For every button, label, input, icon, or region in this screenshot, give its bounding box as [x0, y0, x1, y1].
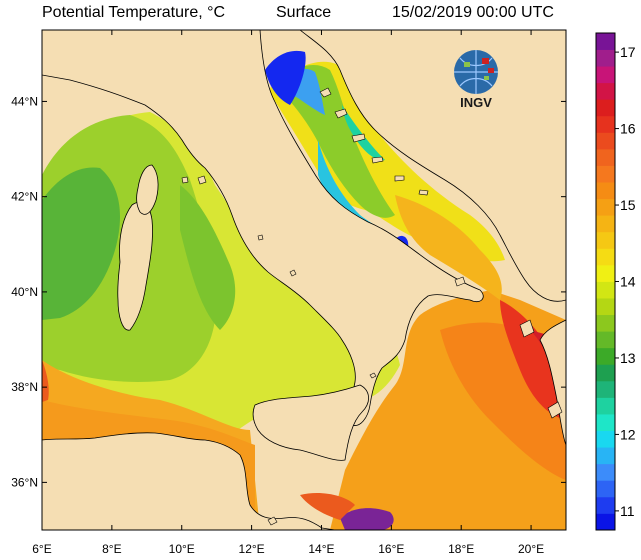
colorbar-label: 17: [620, 44, 636, 60]
map-plot-area: [42, 30, 566, 530]
colorbar-label: 11: [620, 503, 635, 519]
sardinia-island: [117, 201, 153, 331]
colorbar-swatch: [596, 165, 615, 183]
colorbar-swatch: [596, 115, 615, 133]
colorbar-swatch: [596, 496, 615, 514]
colorbar-swatch: [596, 132, 615, 150]
y-tick-label: 38°N: [11, 380, 38, 394]
colorbar-swatch: [596, 82, 615, 100]
colorbar-swatch: [596, 380, 615, 398]
y-tick-label: 44°N: [11, 94, 38, 108]
colorbar-label: 15: [620, 197, 636, 213]
colorbar-swatch: [596, 148, 615, 166]
y-tick-label: 40°N: [11, 285, 38, 299]
x-tick-label: 12°E: [239, 542, 265, 556]
colorbar-swatch: [596, 397, 615, 415]
colorbar-frame: [595, 32, 616, 531]
colorbar-label: 13: [620, 350, 636, 366]
colorbar-swatch: [596, 264, 615, 282]
map-frame: [41, 29, 567, 531]
colorbar: 11 12 13 14 15 16 17: [596, 33, 636, 531]
colorbar-swatch: [596, 447, 615, 465]
colorbar-swatch: [596, 480, 615, 498]
land-masses: [42, 30, 566, 530]
colorbar-swatch: [596, 33, 615, 50]
colorbar-swatch: [596, 414, 615, 431]
x-tick-label: 18°E: [448, 542, 474, 556]
colorbar-swatch: [596, 347, 615, 365]
x-tick-label: 6°E: [32, 542, 51, 556]
balkan-coast: [299, 30, 566, 302]
variable-title: Potential Temperature, °C: [42, 4, 226, 21]
axis-ticks: 6°E 8°E 10°E 12°E 14°E 16°E 18°E 20°E 36°N 38°N 40…: [11, 30, 566, 556]
italy-peninsula: [42, 30, 484, 426]
corsica-island: [136, 164, 159, 215]
colorbar-swatch: [596, 430, 615, 448]
colorbar-swatch: [596, 231, 615, 249]
x-tick-label: 16°E: [378, 542, 404, 556]
x-tick-label: 10°E: [169, 542, 195, 556]
sicily-island: [252, 384, 369, 461]
colorbar-swatch: [596, 182, 615, 200]
colorbar-label: 12: [620, 426, 636, 442]
colorbar-swatch: [596, 66, 615, 84]
ingv-logo: INGV: [454, 50, 498, 110]
colorbar-swatch: [596, 49, 615, 67]
colorbar-swatch: [596, 463, 615, 481]
colorbar-swatch: [596, 248, 615, 266]
colorbar-swatch: [596, 215, 615, 233]
x-tick-label: 14°E: [308, 542, 334, 556]
y-tick-label: 42°N: [11, 190, 38, 204]
colorbar-swatch: [596, 314, 615, 332]
x-tick-label: 20°E: [518, 542, 544, 556]
colorbar-swatch: [596, 198, 615, 216]
colorbar-swatch: [596, 281, 615, 299]
north-africa-coast: [42, 432, 336, 530]
small-islands: [181, 87, 563, 526]
colorbar-swatch: [596, 364, 615, 382]
colorbar-swatch: [596, 298, 615, 316]
x-tick-label: 8°E: [102, 542, 121, 556]
logo-text: INGV: [460, 95, 492, 110]
colorbar-label: 16: [620, 121, 636, 137]
y-tick-label: 36°N: [11, 475, 38, 489]
colorbar-swatch: [596, 99, 615, 117]
level-title: Surface: [276, 4, 332, 21]
datetime-title: 15/02/2019 00:00 UTC: [392, 4, 554, 21]
colorbar-swatch: [596, 513, 615, 531]
colorbar-label: 14: [620, 274, 636, 290]
colorbar-swatch: [596, 331, 615, 349]
